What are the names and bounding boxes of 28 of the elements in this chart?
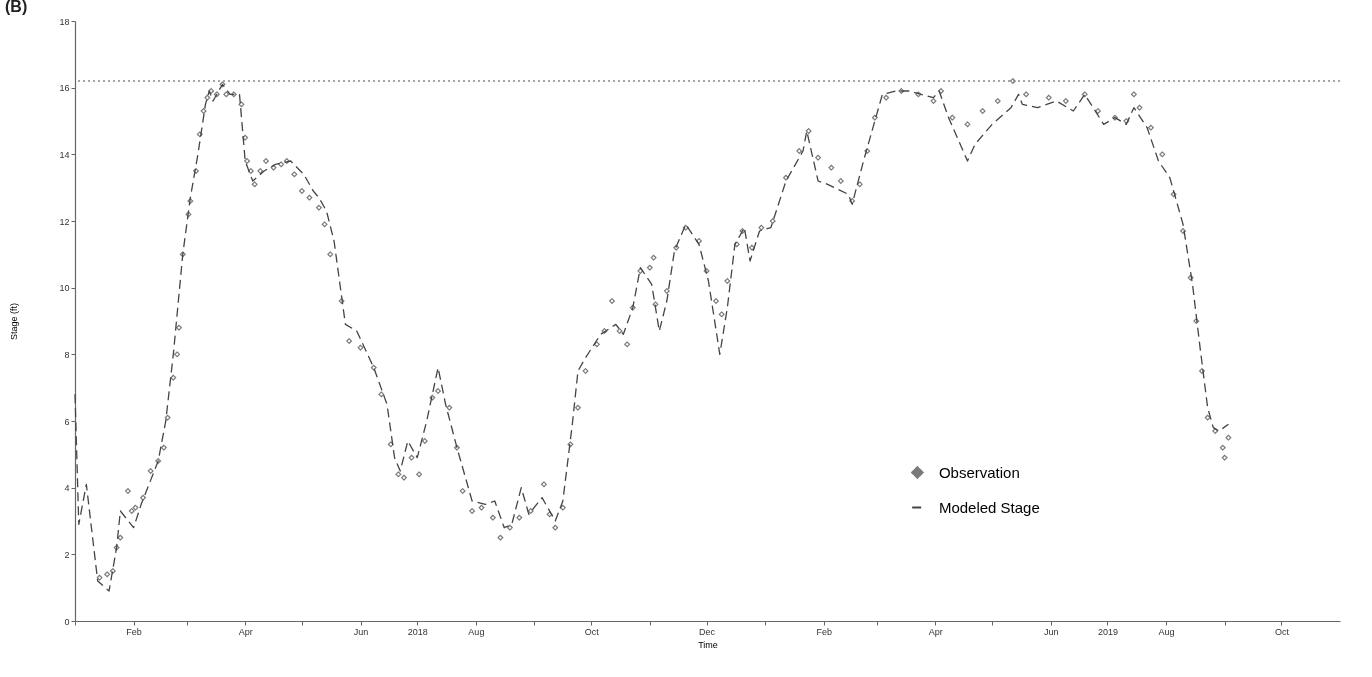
y-tick-label: 0 [64,616,70,627]
x-tick-label: Oct [584,626,600,637]
x-axis-title: Time [698,639,718,650]
y-tick-label: 6 [64,416,70,427]
x-tick-label: Apr [928,626,943,637]
x-tick-label: Jun [1043,626,1059,637]
y-tick-label: 8 [64,349,70,360]
x-tick-label: Apr [238,626,253,637]
x-tick-label: Aug [468,626,485,637]
x-tick-label: Feb [816,626,833,637]
x-tick-label: Aug [1158,626,1175,637]
x-tick-label: 2018 [407,626,428,637]
chart-title: (B) [5,0,28,15]
x-tick-label: 2019 [1097,626,1118,637]
legend-label: Modeled Stage [938,498,1040,516]
y-tick-label: 12 [59,216,70,227]
legend-label: Observation [938,463,1020,481]
y-tick-label: 14 [59,149,70,160]
y-tick-label: 2 [64,549,70,560]
y-tick-label: 4 [64,483,70,494]
x-tick-label: Oct [1274,626,1290,637]
y-tick-label: 10 [59,283,70,294]
x-tick-label: Feb [126,626,142,637]
x-tick-label: Jun [353,626,369,637]
y-tick-label: 16 [59,83,70,94]
y-tick-label: 18 [59,16,70,27]
y-axis-title: Stage (ft) [9,302,20,341]
x-tick-label: Dec [699,626,716,637]
